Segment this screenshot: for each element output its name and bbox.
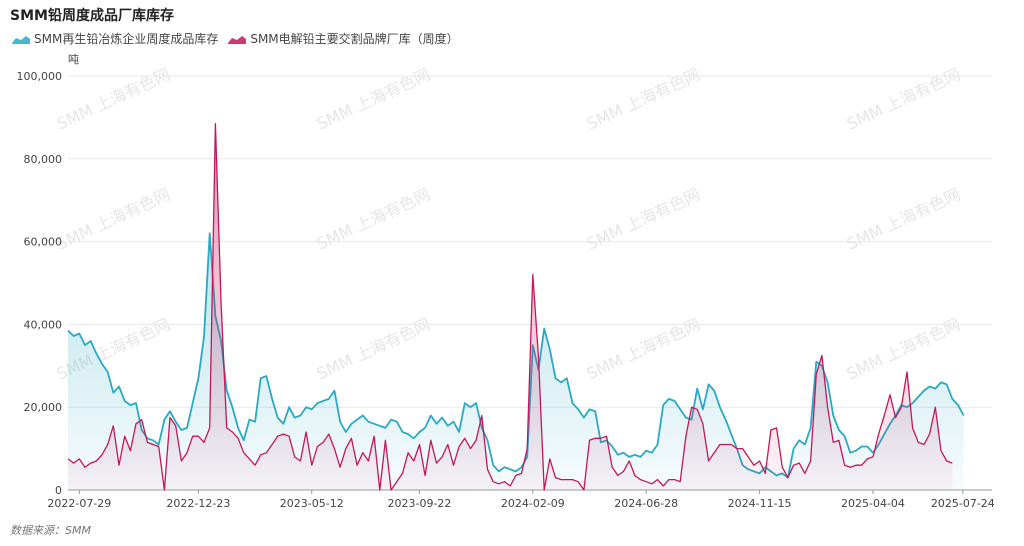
chart-legend: SMM再生铅冶炼企业周度成品库存 SMM电解铅主要交割品牌厂库（周度）	[12, 30, 469, 47]
x-tick-label: 2023-09-22	[387, 497, 451, 510]
chart-title: SMM铅周度成品厂库库存	[10, 8, 174, 24]
y-tick-label: 0	[55, 484, 62, 497]
x-tick-label: 2022-07-29	[47, 497, 111, 510]
watermark-text: SMM 上海有色网	[54, 64, 173, 133]
legend-swatch-recycled	[12, 35, 30, 44]
series-area-1	[68, 123, 953, 490]
x-tick-label: 2025-04-04	[841, 497, 905, 510]
y-tick-label: 60,000	[24, 236, 63, 249]
x-tick-label: 2023-05-12	[280, 497, 344, 510]
x-tick-label: 2024-06-28	[614, 497, 678, 510]
watermark-text: SMM 上海有色网	[844, 64, 963, 133]
data-source-note: 数据来源：SMM	[10, 524, 91, 537]
watermark-text: SMM 上海有色网	[844, 184, 963, 253]
legend-swatch-electrolytic	[228, 35, 247, 44]
y-axis-unit: 吨	[68, 53, 79, 66]
y-tick-label: 80,000	[24, 153, 63, 166]
legend-item-electrolytic[interactable]: SMM电解铅主要交割品牌厂库（周度）	[228, 30, 459, 47]
watermark-text: SMM 上海有色网	[314, 64, 433, 133]
x-tick-label: 2025-07-24	[931, 497, 995, 510]
x-tick-label: 2024-11-15	[728, 497, 792, 510]
series-area-0	[68, 233, 964, 491]
legend-label-electrolytic: SMM电解铅主要交割品牌厂库（周度）	[250, 32, 459, 46]
y-tick-label: 100,000	[17, 70, 63, 83]
series-line-1	[67, 122, 953, 491]
watermark-text: SMM 上海有色网	[314, 184, 433, 253]
legend-item-recycled[interactable]: SMM再生铅冶炼企业周度成品库存	[12, 30, 218, 47]
watermark-text: SMM 上海有色网	[584, 64, 703, 133]
watermark-text: SMM 上海有色网	[584, 184, 703, 253]
y-tick-label: 20,000	[24, 401, 63, 414]
legend-label-recycled: SMM再生铅冶炼企业周度成品库存	[34, 32, 219, 46]
x-tick-label: 2024-02-09	[501, 497, 565, 510]
y-tick-label: 40,000	[24, 318, 63, 331]
x-tick-label: 2022-12-23	[166, 497, 230, 510]
watermark-text: SMM 上海有色网	[54, 184, 173, 253]
